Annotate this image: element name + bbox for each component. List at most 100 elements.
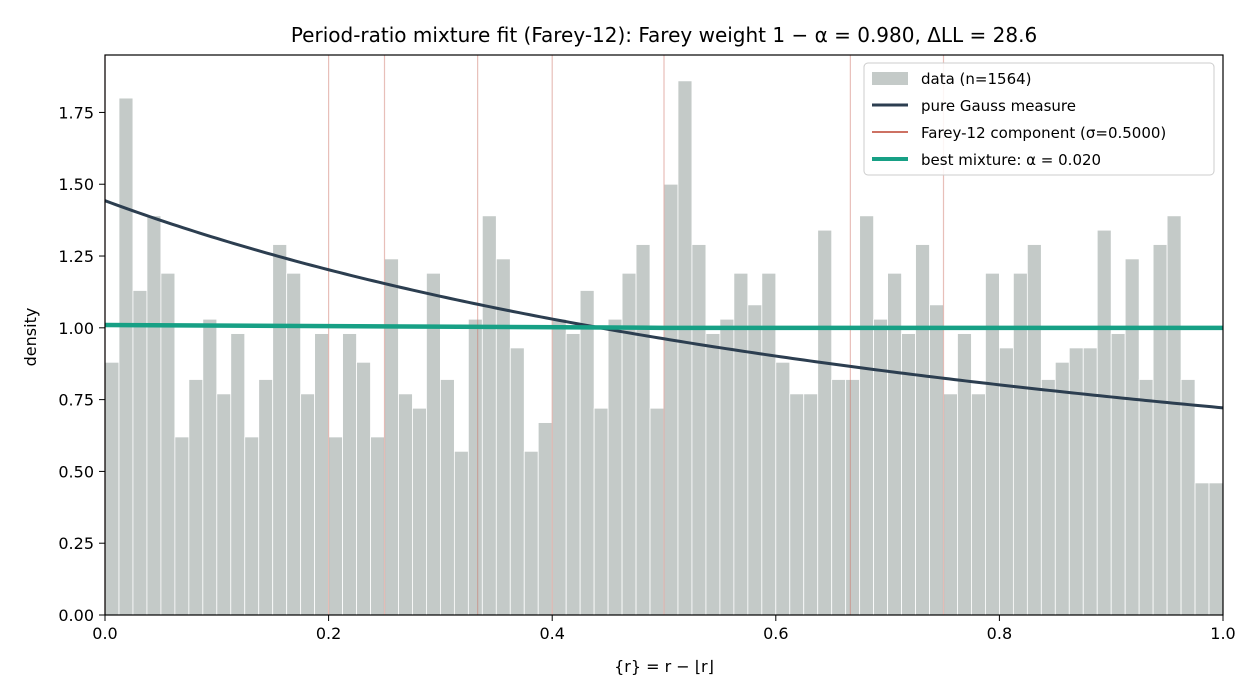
y-axis-label: density	[21, 308, 40, 367]
plot-frame	[104, 54, 1224, 616]
histogram-bar	[803, 393, 819, 616]
legend-box	[863, 62, 1215, 176]
histogram-bar	[705, 333, 721, 616]
histogram-bar	[1040, 379, 1056, 616]
histogram-bar	[551, 318, 567, 616]
histogram-bar	[1180, 379, 1196, 616]
legend-label-farey: Farey-12 component (σ=0.5000)	[921, 124, 1166, 142]
histogram-bar	[1124, 258, 1140, 616]
histogram-bar	[971, 393, 986, 616]
histogram-bar	[272, 244, 288, 616]
histogram-bar	[1068, 347, 1084, 616]
histogram-bar	[398, 393, 413, 616]
histogram-bar	[1012, 272, 1028, 616]
histogram-bar	[300, 393, 316, 616]
histogram-bar	[1138, 379, 1154, 616]
histogram-bar	[1166, 215, 1182, 616]
histogram-bar	[188, 379, 204, 616]
y-tick-label: 0.00	[58, 606, 94, 625]
histogram-bar	[495, 258, 511, 616]
histogram-bar	[244, 436, 260, 616]
histogram-bar	[1096, 229, 1112, 616]
histogram-bar	[789, 393, 805, 616]
histogram-bar	[635, 244, 651, 616]
histogram-bar	[593, 407, 609, 616]
legend-label-mixture: best mixture: α = 0.020	[921, 151, 1101, 169]
histogram-bar	[1194, 482, 1210, 616]
histogram-bar	[384, 258, 399, 616]
histogram-bar	[887, 272, 902, 616]
histogram-bar	[258, 379, 274, 616]
histogram-bar	[230, 333, 246, 616]
histogram-bar	[1026, 244, 1042, 616]
histogram-bar	[845, 379, 861, 616]
histogram-bar	[565, 333, 581, 616]
histogram-bar	[314, 333, 330, 616]
histogram-bar	[370, 436, 385, 616]
histogram-bar	[1110, 333, 1126, 616]
y-tick-label: 1.50	[58, 175, 94, 194]
histogram-bar	[412, 407, 427, 616]
histogram-bar	[663, 183, 679, 616]
histogram-bar	[467, 318, 483, 616]
histogram-bar	[985, 272, 1000, 616]
histogram-bar	[859, 215, 875, 616]
y-tick-label: 1.00	[58, 319, 94, 338]
histogram-bar	[132, 290, 148, 616]
legend-label-gauss: pure Gauss measure	[921, 97, 1076, 115]
histogram-bar	[537, 422, 553, 616]
histogram-bar	[509, 347, 525, 616]
histogram-bar	[775, 361, 791, 616]
y-tick-label: 1.75	[58, 103, 94, 122]
histogram-bar	[202, 318, 218, 616]
histogram-bar	[733, 272, 749, 616]
histogram-bar	[104, 361, 120, 616]
x-tick-label: 0.6	[763, 624, 788, 643]
histogram-bar	[719, 318, 735, 616]
legend-label-data: data (n=1564)	[921, 70, 1032, 88]
histogram-bar	[607, 318, 623, 616]
histogram-bar	[328, 436, 343, 616]
x-tick-label: 0.2	[316, 624, 341, 643]
x-tick-label: 0.0	[92, 624, 117, 643]
y-tick-label: 0.75	[58, 391, 94, 410]
histogram-bar	[216, 393, 232, 616]
x-tick-label: 0.8	[987, 624, 1012, 643]
histogram-bar	[873, 318, 889, 616]
legend: data (n=1564) pure Gauss measure Farey-1…	[863, 62, 1215, 176]
y-tick-label: 0.25	[58, 534, 94, 553]
x-tick-label: 1.0	[1210, 624, 1235, 643]
histogram-bar	[439, 379, 455, 616]
histogram-bar	[481, 215, 497, 616]
y-tick-label: 0.50	[58, 462, 94, 481]
histogram-bar	[146, 215, 162, 616]
histogram-bar	[691, 244, 707, 616]
x-tick-label: 0.4	[539, 624, 564, 643]
histogram-bar	[677, 80, 693, 616]
histogram-bar	[118, 97, 134, 616]
chart-title: Period-ratio mixture fit (Farey-12): Far…	[291, 23, 1037, 47]
histogram-bar	[999, 347, 1014, 616]
histogram-bar	[453, 450, 469, 616]
histogram-bar	[649, 407, 665, 616]
histogram-bar	[1152, 244, 1168, 616]
histogram-bar	[761, 272, 777, 616]
histogram-bar	[831, 379, 847, 616]
x-axis: 0.0 0.2 0.4 0.6 0.8 1.0	[92, 615, 1236, 643]
histogram-bar	[1054, 361, 1070, 616]
x-axis-label: {r} = r − ⌊r⌋	[614, 657, 714, 676]
histogram-bar	[174, 436, 190, 616]
histogram-bar	[817, 229, 833, 616]
gauss-curve	[104, 199, 1224, 410]
histogram-bar	[929, 304, 944, 616]
histogram-bar	[356, 361, 371, 616]
histogram-bar	[957, 333, 972, 616]
histogram-bar	[523, 450, 539, 616]
histogram-bar	[1082, 347, 1098, 616]
histogram-bar	[1208, 482, 1224, 616]
mixture-curve	[104, 322, 1223, 331]
histogram-bar	[579, 290, 595, 616]
histogram-bar	[621, 272, 637, 616]
legend-swatch-data	[872, 72, 908, 85]
